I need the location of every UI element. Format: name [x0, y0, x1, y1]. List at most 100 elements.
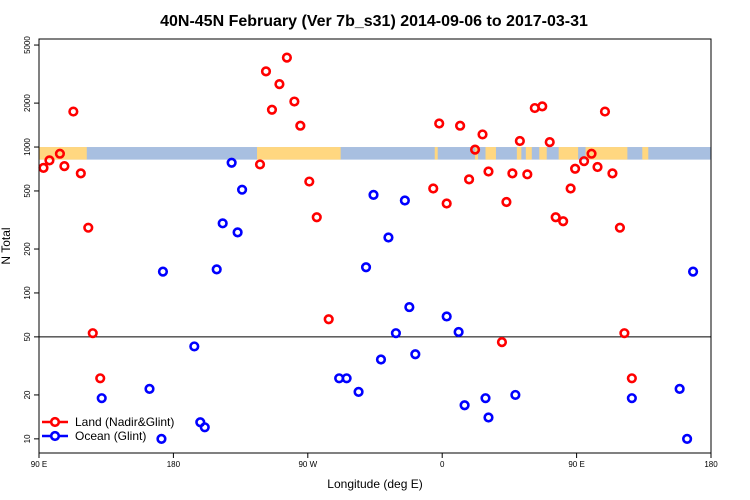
data-point — [410, 349, 421, 360]
y-axis-label: N Total — [0, 227, 13, 264]
data-point — [514, 135, 525, 147]
data-point — [304, 176, 315, 187]
data-point — [483, 412, 494, 423]
data-point — [510, 389, 521, 401]
data-point — [75, 168, 86, 179]
data-point — [383, 232, 394, 243]
data-point — [289, 96, 300, 107]
legend-label: Ocean (Glint) — [75, 429, 146, 443]
data-point — [87, 328, 98, 339]
data-point — [96, 393, 107, 404]
legend: Land (Nadir&Glint)Ocean (Glint) — [42, 415, 174, 443]
x-tick-label: 180 — [704, 460, 718, 469]
data-point — [54, 148, 66, 159]
data-points — [38, 52, 699, 444]
data-point — [626, 373, 637, 384]
land-segment — [585, 147, 628, 160]
data-point — [501, 196, 512, 208]
data-point — [404, 301, 415, 313]
data-point — [368, 189, 379, 200]
y-tick-label: 1000 — [23, 138, 32, 156]
y-tick-label: 5000 — [23, 36, 32, 54]
x-tick-label: 180 — [167, 460, 181, 469]
data-point — [477, 129, 488, 140]
data-point — [496, 337, 508, 348]
plot-frame — [38, 38, 712, 454]
data-point — [441, 311, 452, 322]
legend-marker — [49, 430, 61, 442]
data-point — [360, 262, 372, 273]
data-point — [463, 174, 475, 185]
y-tick-label: 200 — [23, 242, 32, 256]
land-segment — [642, 147, 649, 160]
data-point — [586, 148, 597, 159]
data-point — [687, 266, 699, 277]
data-point — [38, 162, 49, 173]
data-point — [480, 393, 491, 404]
data-point — [455, 120, 466, 131]
x-tick-label: 90 W — [298, 460, 317, 469]
data-point — [260, 66, 272, 77]
data-point — [399, 195, 410, 206]
data-point — [453, 326, 464, 338]
data-point — [375, 354, 387, 365]
data-point — [619, 328, 630, 339]
chart-title: 40N-45N February (Ver 7b_s31) 2014-09-06… — [160, 13, 588, 30]
data-point — [295, 120, 306, 131]
data-point — [211, 264, 222, 275]
data-point — [281, 52, 292, 63]
data-point — [565, 183, 576, 194]
data-point — [459, 400, 470, 411]
data-point — [157, 266, 169, 277]
data-point — [266, 104, 278, 115]
data-point — [558, 216, 569, 227]
data-point — [537, 101, 548, 112]
data-point — [522, 169, 533, 180]
data-point — [311, 212, 322, 223]
land-segment — [516, 147, 522, 160]
data-point — [199, 422, 210, 433]
y-tick-label: 2000 — [23, 94, 32, 112]
y-tick-label: 10 — [23, 434, 32, 443]
x-axis-label: Longitude (deg E) — [327, 477, 422, 491]
data-point — [226, 157, 237, 168]
data-point — [341, 373, 352, 384]
y-tick-label: 50 — [23, 332, 32, 341]
data-point — [95, 373, 106, 384]
series-ocean — [96, 157, 699, 444]
land-segment — [434, 147, 438, 160]
data-point — [68, 106, 79, 117]
y-tick-label: 500 — [23, 184, 32, 198]
data-point — [483, 166, 494, 177]
data-point — [570, 163, 581, 174]
land-segment — [539, 147, 547, 160]
data-point — [217, 218, 228, 229]
data-point — [674, 383, 685, 394]
data-point — [626, 393, 637, 404]
data-point — [434, 118, 445, 129]
x-axis: 90 E 180 90 W 0 90 E 180 — [31, 453, 718, 469]
data-point — [599, 106, 611, 117]
data-point — [232, 227, 243, 238]
data-point — [592, 161, 603, 173]
data-point — [578, 156, 590, 167]
data-point — [550, 212, 561, 223]
data-point — [156, 433, 167, 444]
data-point — [469, 144, 481, 155]
land-ocean-strip — [39, 147, 711, 160]
land-segment — [558, 147, 579, 160]
land-segment — [485, 147, 496, 160]
data-point — [428, 183, 439, 194]
data-point — [44, 155, 55, 166]
land-segment — [525, 147, 532, 160]
data-point — [189, 341, 200, 352]
y-axis: 10 20 50 100 200 500 1000 2000 5000 — [23, 36, 39, 443]
x-tick-label: 90 E — [31, 460, 47, 469]
x-tick-label: 90 E — [568, 460, 584, 469]
data-point — [353, 386, 364, 397]
data-point — [274, 78, 285, 90]
series-land — [38, 52, 637, 384]
y-tick-label: 100 — [23, 286, 32, 300]
data-point — [614, 222, 626, 233]
data-point — [390, 328, 402, 339]
